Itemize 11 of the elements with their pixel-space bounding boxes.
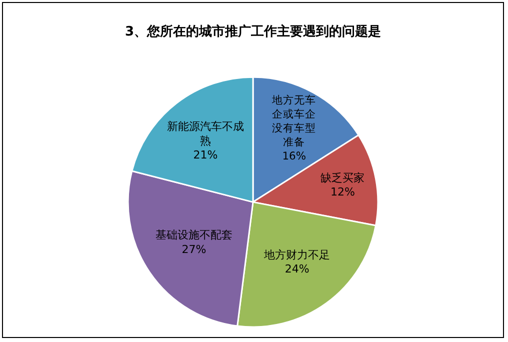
data-label: 24% (284, 262, 310, 276)
slice-label: 基础设施不配套 (155, 228, 232, 242)
chart-title: 3、您所在的城市推广工作主要遇到的问题是 (124, 23, 382, 40)
slice-label: 地方无车企或车企没有车型准备 (271, 94, 316, 148)
data-label: 12% (330, 186, 355, 199)
slice-label: 缺乏买家 (320, 171, 365, 184)
data-label: 21% (193, 148, 218, 162)
slice-label: 地方财力不足 (263, 248, 330, 262)
data-label: 27% (182, 242, 206, 256)
slice-label: 新能源汽车不成熟 (167, 120, 244, 148)
data-label: 16% (282, 149, 306, 162)
